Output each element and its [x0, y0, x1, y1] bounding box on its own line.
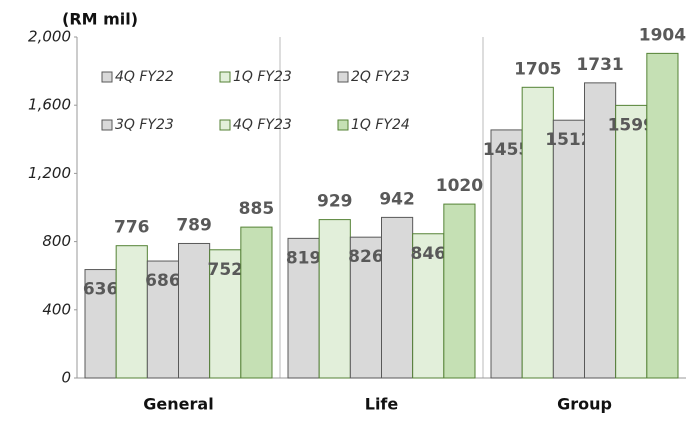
bar — [349, 236, 383, 379]
legend-swatch — [101, 71, 113, 83]
bar — [209, 249, 242, 379]
legend-swatch — [219, 71, 231, 83]
y-tick-label: 2,000 — [28, 28, 71, 46]
data-label: 1705 — [514, 59, 561, 79]
data-label: 686 — [145, 271, 181, 291]
bar — [381, 216, 414, 379]
data-label: 885 — [239, 199, 275, 219]
data-label: 826 — [348, 247, 384, 267]
legend-label: 4Q FY23 — [233, 117, 292, 133]
bar — [287, 237, 320, 379]
bar — [490, 129, 523, 379]
legend-label: 3Q FY23 — [115, 117, 174, 133]
bar — [646, 52, 679, 379]
data-label: 776 — [114, 218, 150, 238]
data-label: 942 — [379, 189, 415, 209]
bar — [115, 245, 148, 379]
y-tick-label: 400 — [42, 300, 71, 318]
legend-label: 2Q FY23 — [351, 69, 410, 85]
x-tick-label: General — [143, 395, 213, 414]
data-label: 1731 — [576, 55, 623, 75]
bar — [521, 86, 554, 379]
data-label: 789 — [176, 215, 212, 235]
bar — [240, 226, 273, 379]
legend-swatch — [337, 119, 349, 131]
legend-label: 1Q FY23 — [233, 69, 292, 85]
legend-label: 4Q FY22 — [115, 69, 174, 85]
bar — [146, 260, 179, 379]
data-label: 752 — [208, 260, 244, 280]
y-tick-label: 1,600 — [28, 96, 71, 114]
bar — [552, 119, 585, 379]
data-label: 1020 — [436, 176, 483, 196]
legend-swatch — [219, 119, 231, 131]
x-tick-label: Group — [557, 395, 612, 414]
legend-swatch — [337, 71, 349, 83]
data-label: 846 — [411, 244, 447, 264]
y-tick-label: 800 — [42, 232, 71, 250]
data-label: 819 — [286, 248, 322, 268]
data-label: 1512 — [545, 130, 592, 150]
y-axis-label: (RM mil) — [62, 10, 138, 29]
data-label: 1904 — [639, 25, 686, 45]
bar — [584, 82, 617, 379]
legend-swatch — [101, 119, 113, 131]
bar — [178, 242, 211, 379]
data-label: 1455 — [483, 140, 530, 160]
data-label: 929 — [317, 192, 353, 212]
x-tick-label: Life — [365, 395, 399, 414]
data-label: 636 — [83, 280, 119, 300]
bar — [318, 219, 351, 379]
y-tick-label: 1,200 — [28, 164, 71, 182]
bar — [443, 203, 476, 379]
data-label: 1599 — [608, 115, 655, 135]
y-tick-label: 0 — [61, 369, 71, 387]
legend-label: 1Q FY24 — [351, 117, 410, 133]
bar — [412, 233, 445, 379]
bar — [615, 104, 648, 379]
